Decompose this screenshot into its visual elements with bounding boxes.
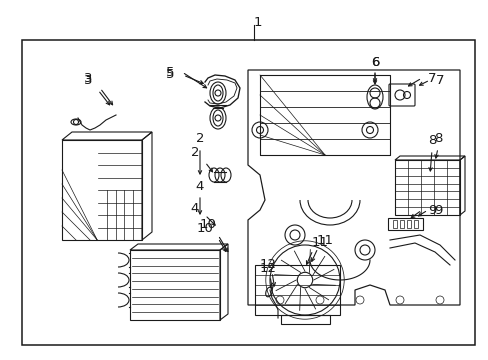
Text: 8: 8	[433, 131, 441, 144]
Text: 3: 3	[83, 73, 92, 86]
Text: 3: 3	[83, 72, 92, 85]
Text: 1: 1	[253, 15, 262, 28]
Text: 8: 8	[427, 134, 435, 147]
Bar	[22, 40, 474, 345]
Bar	[387, 218, 422, 230]
Text: 4: 4	[195, 180, 204, 194]
Bar	[62, 140, 142, 240]
Text: 7: 7	[427, 72, 435, 85]
Text: 9: 9	[433, 203, 441, 216]
Text: 2: 2	[195, 131, 204, 144]
Text: 10: 10	[196, 221, 213, 234]
Bar	[130, 250, 220, 320]
Text: 5: 5	[165, 66, 174, 78]
Bar	[394, 160, 459, 215]
Bar	[260, 75, 389, 155]
Text: 6: 6	[370, 55, 378, 68]
Text: 6: 6	[370, 57, 378, 69]
Bar	[413, 220, 417, 228]
Bar	[406, 220, 410, 228]
Text: 9: 9	[427, 203, 435, 216]
Text: 4: 4	[190, 202, 199, 215]
Text: 10: 10	[199, 219, 216, 231]
Text: 5: 5	[165, 68, 174, 81]
Text: 12: 12	[259, 261, 276, 274]
Bar	[254, 265, 339, 315]
Text: 11: 11	[311, 235, 328, 248]
Text: 7: 7	[435, 73, 443, 86]
Text: 12: 12	[259, 258, 276, 271]
Bar	[399, 220, 403, 228]
Bar	[392, 220, 396, 228]
Text: 11: 11	[316, 234, 333, 247]
Text: 2: 2	[190, 145, 199, 158]
Bar	[280, 315, 329, 324]
